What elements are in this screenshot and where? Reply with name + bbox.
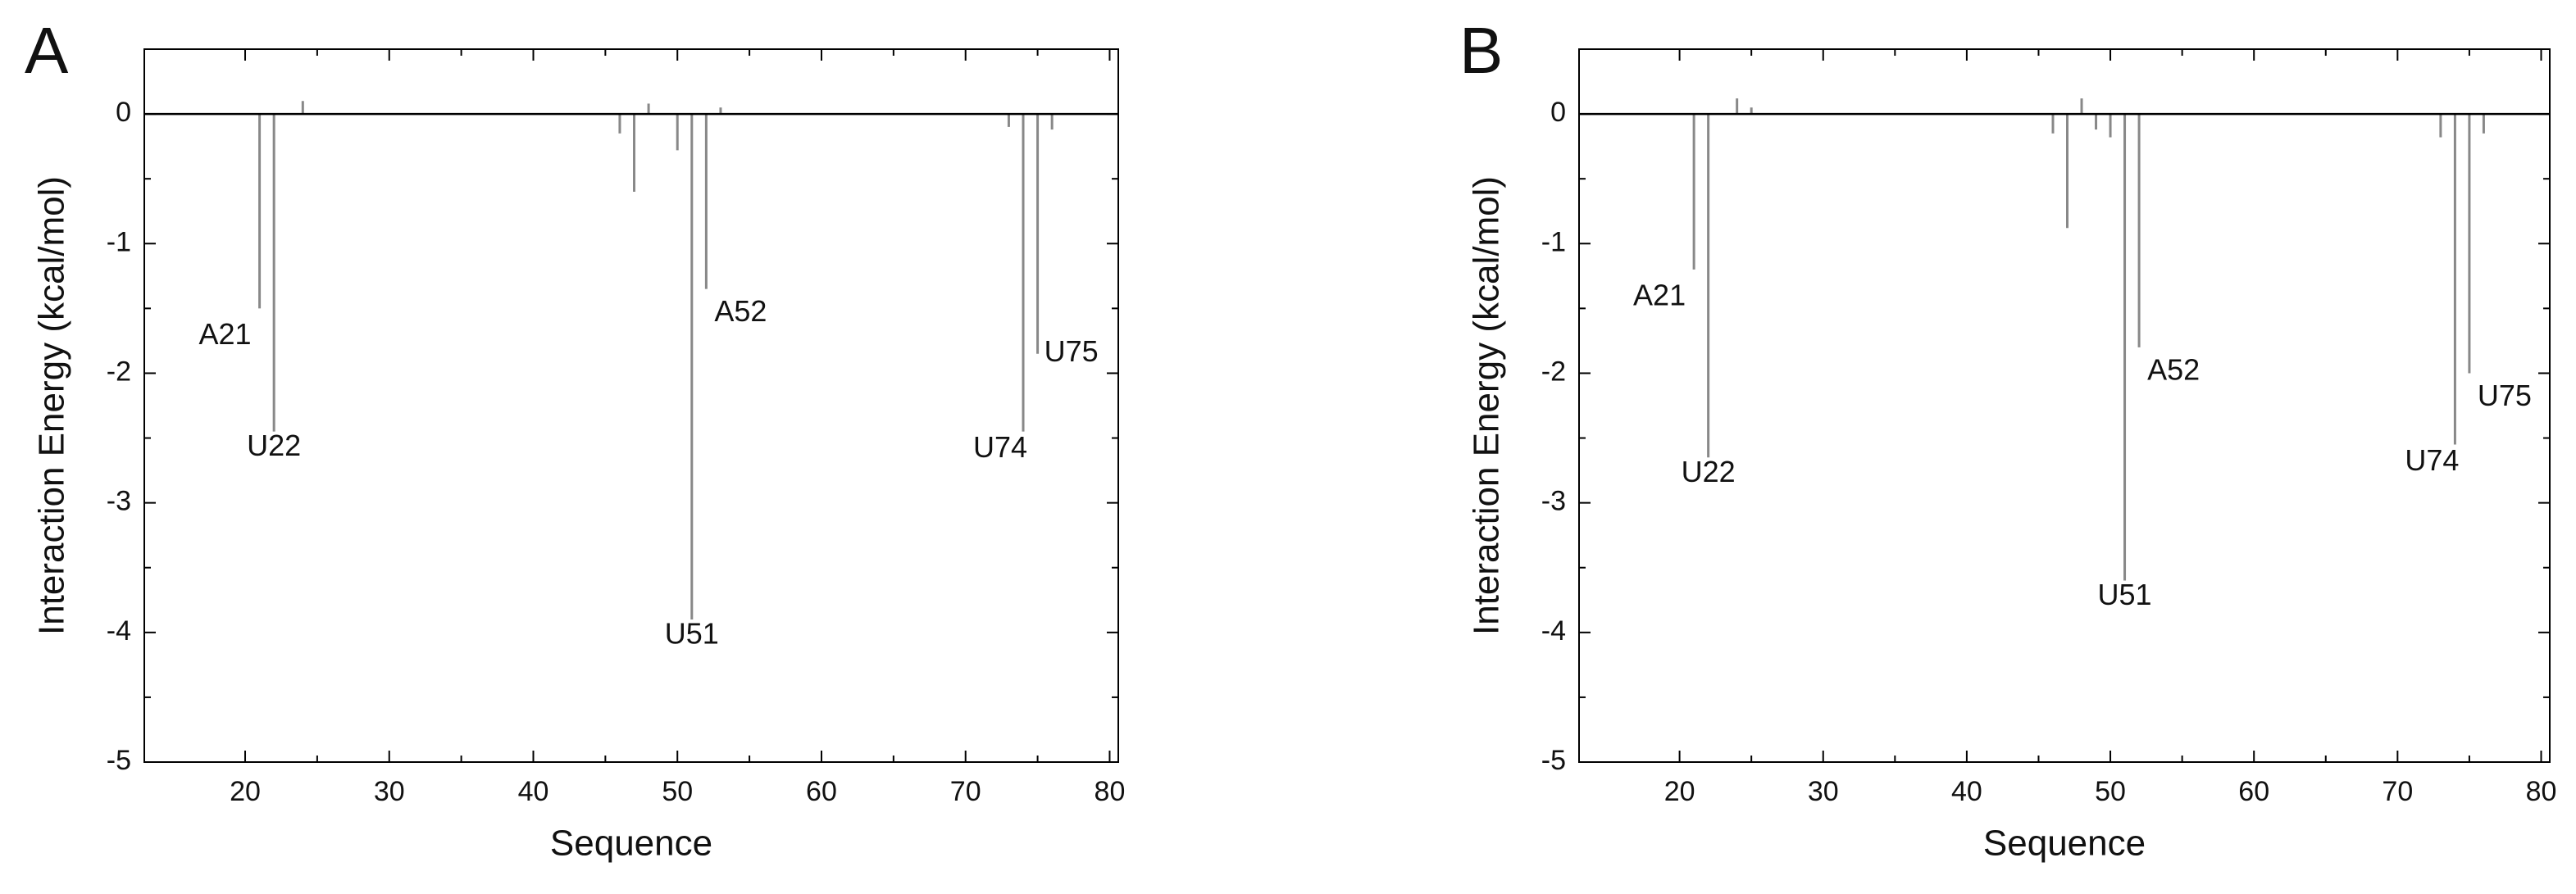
x-tick-label: 80 (1095, 776, 1126, 807)
x-tick-label: 70 (2382, 776, 2413, 807)
y-tick-label: -1 (107, 226, 131, 257)
y-tick-label: -2 (1541, 356, 1566, 387)
x-tick-label: 30 (1808, 776, 1839, 807)
x-tick-label: 70 (950, 776, 981, 807)
x-tick-label: 50 (662, 776, 693, 807)
y-axis-title: Interaction Energy (kcal/mol) (32, 176, 72, 635)
point-label: U51 (665, 617, 719, 651)
point-label: U51 (2098, 578, 2152, 611)
y-tick-label: -3 (1541, 486, 1566, 517)
x-axis-title: Sequence (550, 824, 712, 864)
point-label: A52 (2147, 352, 2200, 386)
y-tick-label: 0 (116, 97, 131, 128)
plot-frame (143, 48, 1119, 763)
y-tick-label: 0 (1550, 97, 1566, 128)
y-tick-label: -1 (1541, 226, 1566, 257)
y-tick-label: -5 (1541, 745, 1566, 776)
panel-label: B (1459, 14, 1503, 87)
panel-label: A (25, 14, 69, 87)
x-tick-label: 20 (1664, 776, 1695, 807)
x-tick-label: 30 (374, 776, 405, 807)
x-tick-label: 40 (518, 776, 549, 807)
x-tick-label: 40 (1951, 776, 1982, 807)
y-tick-label: -4 (107, 615, 131, 647)
x-tick-label: 20 (230, 776, 261, 807)
y-tick-label: -4 (1541, 615, 1566, 647)
point-label: U22 (247, 429, 301, 462)
x-axis-title: Sequence (1983, 824, 2146, 864)
point-label: U74 (2405, 443, 2459, 477)
point-label: A52 (714, 294, 767, 328)
point-label: U75 (1045, 334, 1099, 368)
plot-frame (1578, 48, 2551, 763)
point-label: A21 (1633, 278, 1686, 311)
point-label: U22 (1682, 455, 1736, 488)
y-tick-label: -3 (107, 486, 131, 517)
x-tick-label: 80 (2526, 776, 2557, 807)
point-label: U75 (2478, 379, 2532, 412)
x-tick-label: 60 (2238, 776, 2269, 807)
y-tick-label: -5 (107, 745, 131, 776)
x-tick-label: 50 (2095, 776, 2126, 807)
point-label: U74 (973, 430, 1027, 464)
y-tick-label: -2 (107, 356, 131, 387)
point-label: A21 (199, 317, 252, 351)
x-tick-label: 60 (806, 776, 837, 807)
y-axis-title: Interaction Energy (kcal/mol) (1467, 176, 1507, 635)
